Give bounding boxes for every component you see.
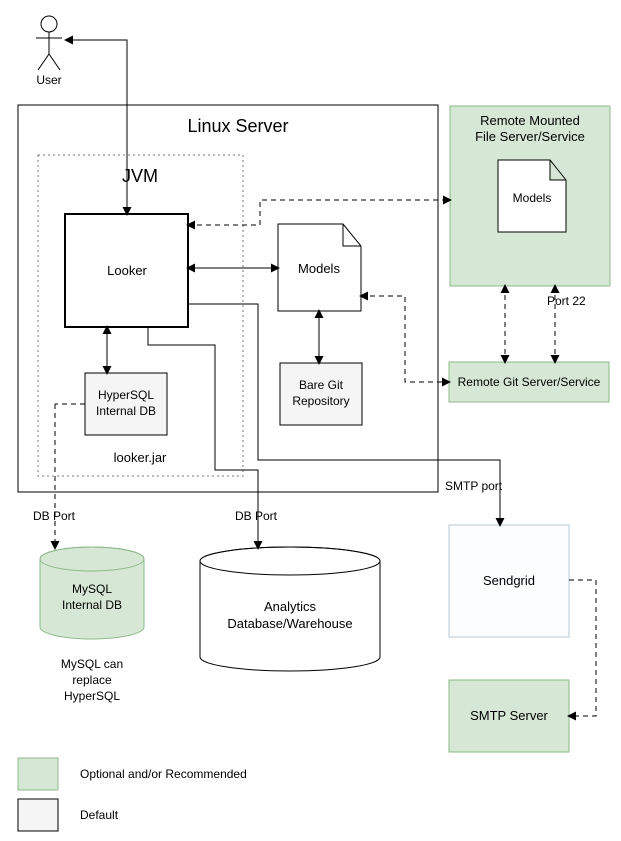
user-label: User	[36, 73, 61, 87]
remote-fs-l2: File Server/Service	[475, 129, 585, 144]
legend-optional-swatch	[18, 758, 58, 790]
mysql-note3: HyperSQL	[64, 689, 120, 703]
mysql-note2: replace	[72, 673, 112, 687]
hypersql-l1: HyperSQL	[98, 388, 154, 402]
remote-fs-l1: Remote Mounted	[480, 113, 580, 128]
jvm-footer: looker.jar	[114, 450, 167, 465]
bare-git-l2: Repository	[292, 394, 349, 408]
mysql-note1: MySQL can	[61, 657, 123, 671]
smtp-server-label: SMTP Server	[470, 708, 548, 723]
legend-default-swatch	[18, 799, 58, 831]
hypersql-l2: Internal DB	[96, 404, 156, 418]
looker-label: Looker	[107, 263, 147, 278]
analytics-l2: Database/Warehouse	[227, 616, 352, 631]
analytics-cylinder: Analytics Database/Warehouse	[200, 547, 380, 671]
models-label: Models	[298, 261, 340, 276]
linux-server-title: Linux Server	[187, 116, 288, 136]
db-port-left: DB Port	[33, 509, 76, 523]
edge-sendgrid-smtp	[569, 580, 596, 716]
sendgrid-label: Sendgrid	[483, 573, 535, 588]
legend-optional-label: Optional and/or Recommended	[80, 767, 247, 781]
smtp-port-label: SMTP port	[445, 479, 503, 493]
legend-default-label: Default	[80, 808, 119, 822]
user-actor: User	[36, 16, 62, 87]
port22-label: Port 22	[547, 294, 586, 308]
remote-git-label: Remote Git Server/Service	[458, 375, 601, 389]
analytics-l1: Analytics	[264, 599, 317, 614]
mysql-l2: Internal DB	[62, 598, 122, 612]
mysql-l1: MySQL	[72, 582, 112, 596]
db-port-mid: DB Port	[235, 509, 278, 523]
remote-models-label: Models	[513, 191, 552, 205]
mysql-cylinder: MySQL Internal DB	[40, 547, 144, 639]
bare-git-l1: Bare Git	[299, 378, 344, 392]
